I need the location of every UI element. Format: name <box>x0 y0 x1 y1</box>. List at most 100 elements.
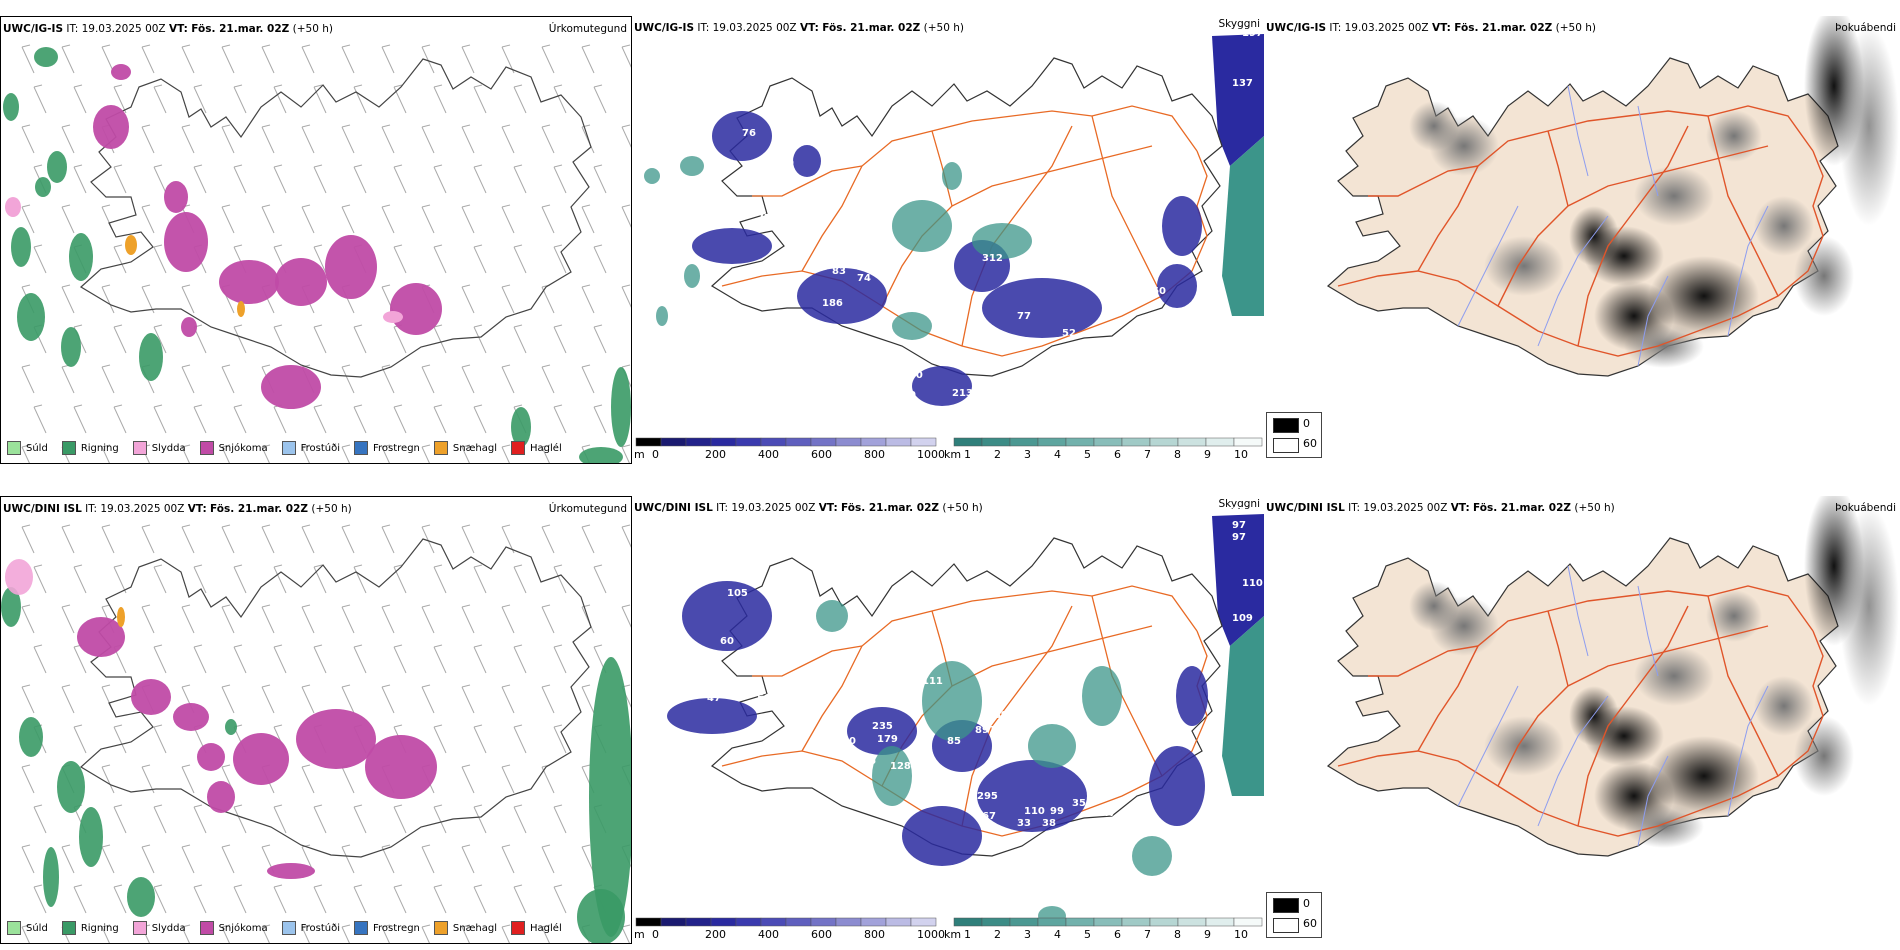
colorbar-tick: 10 <box>1234 448 1248 461</box>
visibility-value: 77 <box>1017 311 1031 322</box>
legend-item: Snjókoma <box>199 441 268 455</box>
legend-item: Rigning <box>61 921 119 935</box>
colorbar-tick: 0 <box>652 928 659 941</box>
visibility-value: 77 <box>757 213 771 224</box>
legend-swatch <box>7 441 21 455</box>
legend-label: Haglél <box>530 442 562 454</box>
visibility-value: 52 <box>1062 328 1076 339</box>
legend-label: Frostúði <box>300 442 340 454</box>
legend-label: Frostregn <box>373 442 420 454</box>
colorbar-unit: m <box>634 448 645 461</box>
visibility-value: 111 <box>922 676 943 687</box>
visibility-value: 25 <box>1132 288 1146 299</box>
colorbar-tick: 4 <box>1054 448 1061 461</box>
colorbar-tick: 0 <box>652 448 659 461</box>
visibility-value: 60 <box>1152 286 1166 297</box>
visibility-value: 98 <box>1232 506 1246 517</box>
panel-header: UWC/DINI ISL IT: 19.03.2025 00Z VT: Fös.… <box>634 502 983 514</box>
visibility-value: 235 <box>872 721 893 732</box>
panel-title: Úrkomutegund <box>548 23 627 35</box>
fog-map <box>1326 16 1899 377</box>
legend-swatch <box>7 921 21 935</box>
visibility-value: 197 <box>1242 28 1263 39</box>
legend-swatch <box>354 441 368 455</box>
visibility-value: 645 <box>917 778 938 789</box>
fog-map <box>1326 496 1899 857</box>
legend-swatch <box>281 921 296 935</box>
colorbar-tick: 400 <box>758 448 779 461</box>
legend-label: Snæhagl <box>452 922 498 934</box>
panel-header: UWC/IG-IS IT: 19.03.2025 00Z VT: Fös. 21… <box>3 23 333 35</box>
visibility-value: 99 <box>1050 806 1064 817</box>
colorbar-tick: 1 <box>964 928 971 941</box>
visibility-value: 47 <box>1102 808 1116 819</box>
colorbar-tick: 10 <box>1234 928 1248 941</box>
panel-header: UWC/IG-IS IT: 19.03.2025 00Z VT: Fös. 21… <box>634 22 964 34</box>
visibility-value: 555 <box>897 300 918 311</box>
legend-item: Slydda <box>132 921 186 935</box>
legend-swatch <box>281 441 296 455</box>
precip-map <box>1 524 631 943</box>
legend-item: Snæhagl <box>433 441 498 455</box>
panel-header: UWC/IG-IS IT: 19.03.2025 00Z VT: Fös. 21… <box>1266 22 1596 34</box>
visibility-value: 39 <box>682 148 696 159</box>
visibility-value: 47 <box>707 693 721 704</box>
visibility-value: 97 <box>1232 532 1246 543</box>
legend-item: Súld <box>7 441 48 455</box>
visibility-value: 101 <box>917 258 938 269</box>
precip-map <box>3 44 631 463</box>
visibility-value: 35 <box>1072 798 1086 809</box>
panel-header: UWC/DINI ISL IT: 19.03.2025 00Z VT: Fös.… <box>1266 502 1615 514</box>
visibility-value: 60 <box>720 636 734 647</box>
panel-title: Skyggni <box>1218 18 1261 30</box>
colorbar-tick: 800 <box>864 928 885 941</box>
visibility-value: 340 <box>902 370 923 381</box>
colorbar-tick: 6 <box>1114 928 1121 941</box>
legend-swatch <box>433 921 448 935</box>
colorbar-tick: 5 <box>1084 448 1091 461</box>
visibility-value: 119 <box>1017 263 1038 274</box>
legend-label: Haglél <box>530 922 562 934</box>
colorbar-tick: 8 <box>1174 448 1181 461</box>
visibility-value: 35 <box>1132 286 1146 297</box>
legend-swatch <box>132 921 147 935</box>
legend-item: Frostregn <box>354 921 420 935</box>
visibility-value: 109 <box>1232 613 1253 624</box>
visibility-value: 58 <box>672 636 686 647</box>
visibility-value: 108 <box>932 881 953 892</box>
visibility-value: 33 <box>1017 818 1031 829</box>
precip-panel-1: UWC/IG-IS IT: 19.03.2025 00Z VT: Fös. 21… <box>0 16 632 464</box>
colorbar-tick: 5 <box>1084 928 1091 941</box>
visibility-value: 12 <box>732 93 746 104</box>
legend-swatch <box>354 921 368 935</box>
visibility-value: 213 <box>952 388 973 399</box>
colorbar-tick: 4 <box>1054 928 1061 941</box>
visibility-value: 186 <box>822 298 843 309</box>
visibility-value: 123 <box>787 238 808 249</box>
precip-panel-2: UWC/DINI ISL IT: 19.03.2025 00Z VT: Fös.… <box>0 496 632 944</box>
colorbar-tick: 1000 <box>917 448 945 461</box>
legend-label: Rigning <box>80 922 119 934</box>
visibility-value: 97 <box>1232 520 1246 531</box>
visibility-value: 110 <box>1024 806 1045 817</box>
legend-item: Frostúði <box>281 441 340 455</box>
colorbar-tick: 3 <box>1024 448 1031 461</box>
colorbar-tick: 2 <box>994 928 1001 941</box>
colorbar-tick: 3 <box>1024 928 1031 941</box>
panel-title: Skyggni <box>1218 498 1261 510</box>
colorbar-tick: 200 <box>705 448 726 461</box>
legend-item: Haglél <box>511 921 562 935</box>
visibility-value: 122 <box>652 390 673 401</box>
visibility-value: 51 <box>707 213 721 224</box>
colorbar-tick: 8 <box>1174 928 1181 941</box>
colorbar-tick: 7 <box>1144 928 1151 941</box>
legend-item: Súld <box>7 921 48 935</box>
panel-title: Úrkomutegund <box>548 503 627 515</box>
legend-swatch <box>199 441 214 455</box>
fog-panel-1: UWC/IG-IS IT: 19.03.2025 00Z VT: Fös. 21… <box>1264 16 1900 464</box>
visibility-value: 137 <box>1232 78 1253 89</box>
visibility-value: 51 <box>782 691 796 702</box>
legend-label: Snæhagl <box>452 442 498 454</box>
visibility-value: 110 <box>1242 578 1263 589</box>
